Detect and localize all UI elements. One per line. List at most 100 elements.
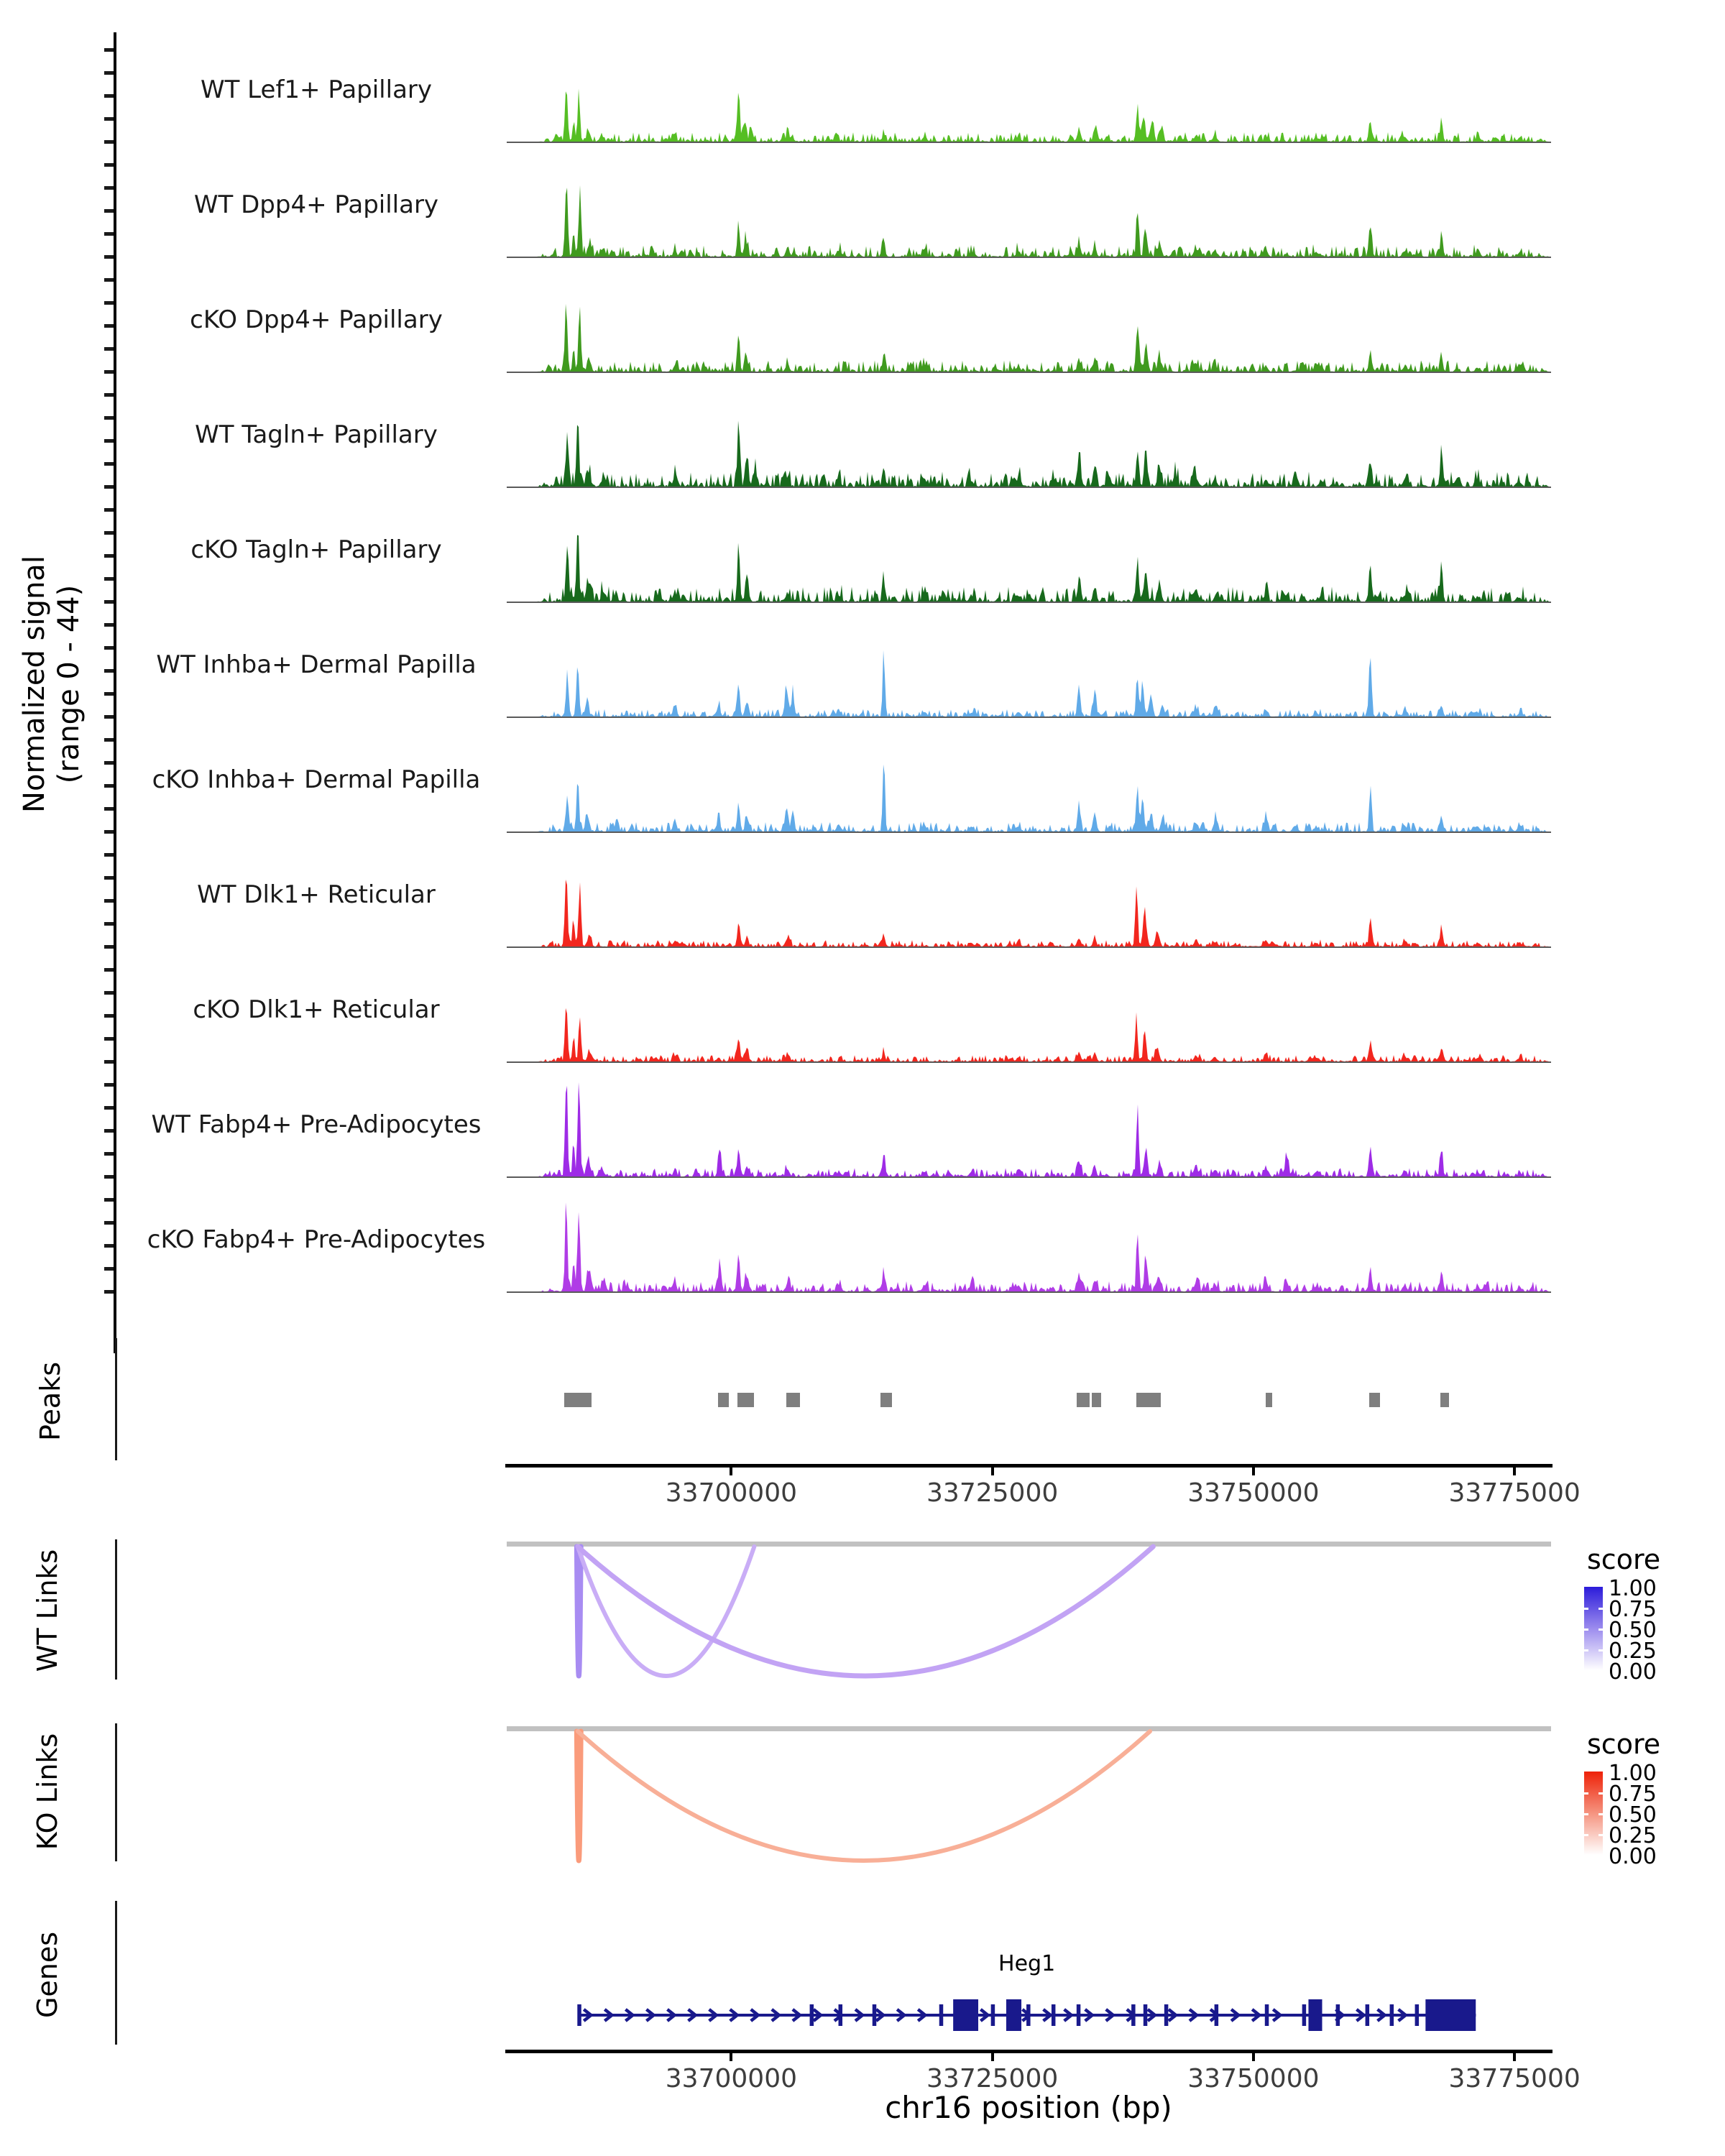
exon-small bbox=[577, 2004, 581, 2026]
peaks-x-axis-line bbox=[505, 1464, 1552, 1468]
strand-arrow-icon bbox=[624, 2008, 635, 2022]
strand-arrow-icon bbox=[770, 2008, 782, 2022]
gene-model bbox=[577, 1999, 1476, 2031]
coverage-track-label: WT Lef1+ Papillary bbox=[200, 75, 433, 104]
exon-small bbox=[1143, 2004, 1148, 2026]
coverage-track-label: cKO Dpp4+ Papillary bbox=[190, 305, 443, 334]
y-axis-tick bbox=[104, 554, 114, 558]
peaks-bracket-line bbox=[115, 1338, 117, 1460]
exon-small bbox=[1131, 2004, 1136, 2026]
y-axis-tick bbox=[104, 738, 114, 742]
legend-tick-label: 0.50 bbox=[1609, 1618, 1657, 1643]
y-axis-tick bbox=[104, 991, 114, 995]
legend-tick-label: 0.00 bbox=[1609, 1659, 1657, 1685]
y-axis-tick bbox=[104, 761, 114, 765]
strand-arrow-icon bbox=[1063, 2008, 1075, 2022]
legend-gradient-notch bbox=[1584, 1792, 1588, 1795]
y-axis-tick bbox=[104, 1221, 114, 1225]
coverage-baseline bbox=[507, 1176, 1551, 1178]
y-axis-tick bbox=[104, 1129, 114, 1133]
genes-x-axis-tick-label: 33775000 bbox=[1448, 2064, 1581, 2093]
strand-arrow-icon bbox=[1230, 2008, 1241, 2022]
strand-arrow-icon bbox=[979, 2008, 990, 2022]
legend-gradient-notch bbox=[1584, 1628, 1588, 1631]
y-axis-tick bbox=[104, 255, 114, 259]
coverage-signal bbox=[507, 1082, 1552, 1176]
y-axis-label: Normalized signal (range 0 - 44) bbox=[17, 433, 86, 936]
y-axis-tick bbox=[104, 1014, 114, 1018]
coverage-baseline bbox=[507, 717, 1551, 718]
wt-links-legend-title: score bbox=[1587, 1544, 1661, 1575]
y-axis-tick bbox=[104, 324, 114, 328]
peak-interval bbox=[1369, 1393, 1380, 1407]
legend-gradient-notch bbox=[1598, 1792, 1603, 1795]
strand-arrow-icon bbox=[687, 2008, 699, 2022]
exon-small bbox=[990, 2004, 995, 2026]
y-axis-tick bbox=[104, 1198, 114, 1202]
y-axis-tick bbox=[104, 1083, 114, 1087]
y-axis-tick bbox=[104, 1267, 114, 1271]
genes-x-axis-tick bbox=[1513, 2053, 1517, 2061]
ko-links-bracket-line bbox=[115, 1723, 117, 1861]
y-axis-tick bbox=[104, 462, 114, 466]
gene-name-label: Heg1 bbox=[998, 1951, 1056, 1976]
strand-arrow-icon bbox=[1105, 2008, 1116, 2022]
y-axis-tick bbox=[104, 531, 114, 535]
coverage-baseline bbox=[507, 372, 1551, 373]
coverage-signal bbox=[507, 420, 1552, 487]
y-axis-tick bbox=[104, 899, 114, 903]
strand-arrow-icon bbox=[1251, 2008, 1262, 2022]
strand-arrow-icon bbox=[1167, 2008, 1179, 2022]
ko-links-arcs bbox=[574, 1728, 1152, 1864]
peaks-x-axis-tick bbox=[1251, 1468, 1255, 1475]
y-axis-tick bbox=[104, 278, 114, 282]
genes-x-axis-tick-label: 33750000 bbox=[1187, 2064, 1320, 2093]
legend-tick-label: 0.75 bbox=[1609, 1782, 1657, 1807]
wt-links-arcs bbox=[574, 1544, 1156, 1679]
coverage-signal bbox=[507, 1202, 1552, 1291]
link-arc bbox=[575, 1544, 757, 1678]
strand-arrow-icon bbox=[1146, 2008, 1158, 2022]
wt-links-bracket-line bbox=[115, 1539, 117, 1680]
peaks-x-axis-tick-label: 33750000 bbox=[1187, 1478, 1320, 1508]
exon-small bbox=[1164, 2004, 1169, 2026]
genes-x-axis-tick bbox=[730, 2053, 733, 2061]
exon-large bbox=[1308, 1999, 1322, 2031]
coverage-area bbox=[507, 764, 1552, 831]
legend-tick-label: 0.00 bbox=[1609, 1844, 1657, 1869]
y-axis-tick bbox=[104, 71, 114, 75]
coverage-track-label: WT Tagln+ Papillary bbox=[195, 420, 438, 449]
strand-arrow-icon bbox=[1042, 2008, 1054, 2022]
coverage-track-label: cKO Tagln+ Papillary bbox=[190, 535, 442, 564]
y-axis-tick bbox=[104, 945, 114, 949]
y-axis-tick bbox=[104, 669, 114, 673]
strand-arrow-icon bbox=[750, 2008, 761, 2022]
exon-small bbox=[1414, 2004, 1420, 2026]
coverage-area bbox=[507, 1008, 1552, 1061]
y-axis-tick bbox=[104, 416, 114, 420]
legend-gradient-notch bbox=[1598, 1834, 1603, 1836]
coverage-track-label: cKO Inhba+ Dermal Papilla bbox=[152, 765, 481, 794]
coverage-track-label: cKO Dlk1+ Reticular bbox=[193, 995, 440, 1024]
coverage-y-axis-line bbox=[114, 32, 116, 1353]
peaks-x-axis-tick-label: 33700000 bbox=[665, 1478, 797, 1508]
y-axis-tick bbox=[104, 439, 114, 443]
y-axis-tick bbox=[104, 715, 114, 719]
legend-gradient-notch bbox=[1584, 1834, 1588, 1836]
y-axis-tick bbox=[104, 853, 114, 857]
y-axis-tick bbox=[104, 94, 114, 98]
genes-bracket-line bbox=[115, 1901, 117, 2045]
y-axis-tick bbox=[104, 692, 114, 696]
ko-links-baseline bbox=[507, 1726, 1551, 1731]
coverage-signal bbox=[507, 1008, 1552, 1061]
genes-section-label: Genes bbox=[32, 1931, 63, 2019]
genes-x-axis-tick-label: 33700000 bbox=[665, 2064, 797, 2093]
exon-small bbox=[1389, 2004, 1394, 2026]
genes-x-axis-tick-label: 33725000 bbox=[926, 2064, 1059, 2093]
coverage-signal bbox=[507, 535, 1552, 602]
y-axis-tick bbox=[104, 1244, 114, 1248]
strand-arrow-icon bbox=[666, 2008, 678, 2022]
strand-arrow-icon bbox=[1188, 2008, 1200, 2022]
y-axis-tick bbox=[104, 48, 114, 52]
y-axis-tick bbox=[104, 623, 114, 627]
